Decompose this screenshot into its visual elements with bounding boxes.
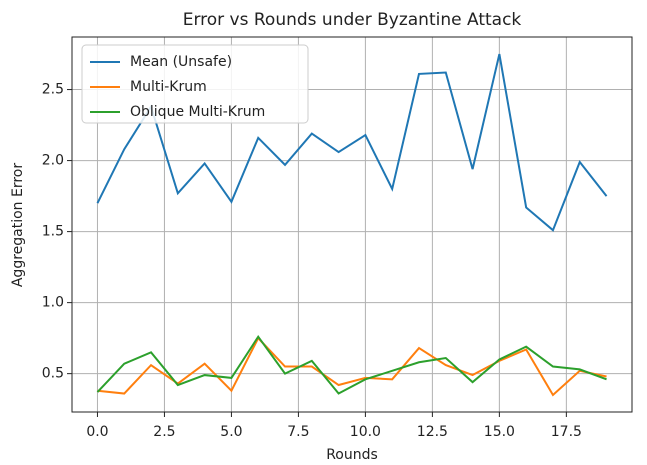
data-line: [97, 336, 607, 397]
legend-label: Oblique Multi-Krum: [130, 104, 265, 120]
y-tick-label: 2.5: [42, 82, 64, 98]
x-tick-label: 0.0: [86, 424, 108, 440]
plot-frame: [71, 36, 633, 413]
legend-label: Mean (Unsafe): [130, 54, 232, 70]
legend-label: Multi-Krum: [130, 79, 207, 95]
x-axis-label: Rounds: [326, 447, 378, 463]
x-tick-label: 2.5: [153, 424, 175, 440]
y-tick-label: 1.0: [42, 295, 64, 311]
x-tick-label: 5.0: [220, 424, 242, 440]
x-tick-label: 15.0: [484, 424, 515, 440]
chart-title: Error vs Rounds under Byzantine Attack: [183, 10, 522, 30]
y-tick-label: 0.5: [42, 366, 64, 382]
y-tick-label: 2.0: [42, 153, 64, 169]
y-axis-label: Aggregation Error: [10, 163, 26, 288]
legend-box: [81, 44, 309, 124]
data-line: [96, 53, 608, 232]
x-tick-label: 7.5: [287, 424, 309, 440]
x-tick-label: 17.5: [551, 424, 582, 440]
y-tick-label: 1.5: [42, 224, 64, 240]
data-line: [96, 334, 607, 395]
x-tick-label: 12.5: [417, 424, 448, 440]
x-tick-label: 10.0: [350, 424, 381, 440]
